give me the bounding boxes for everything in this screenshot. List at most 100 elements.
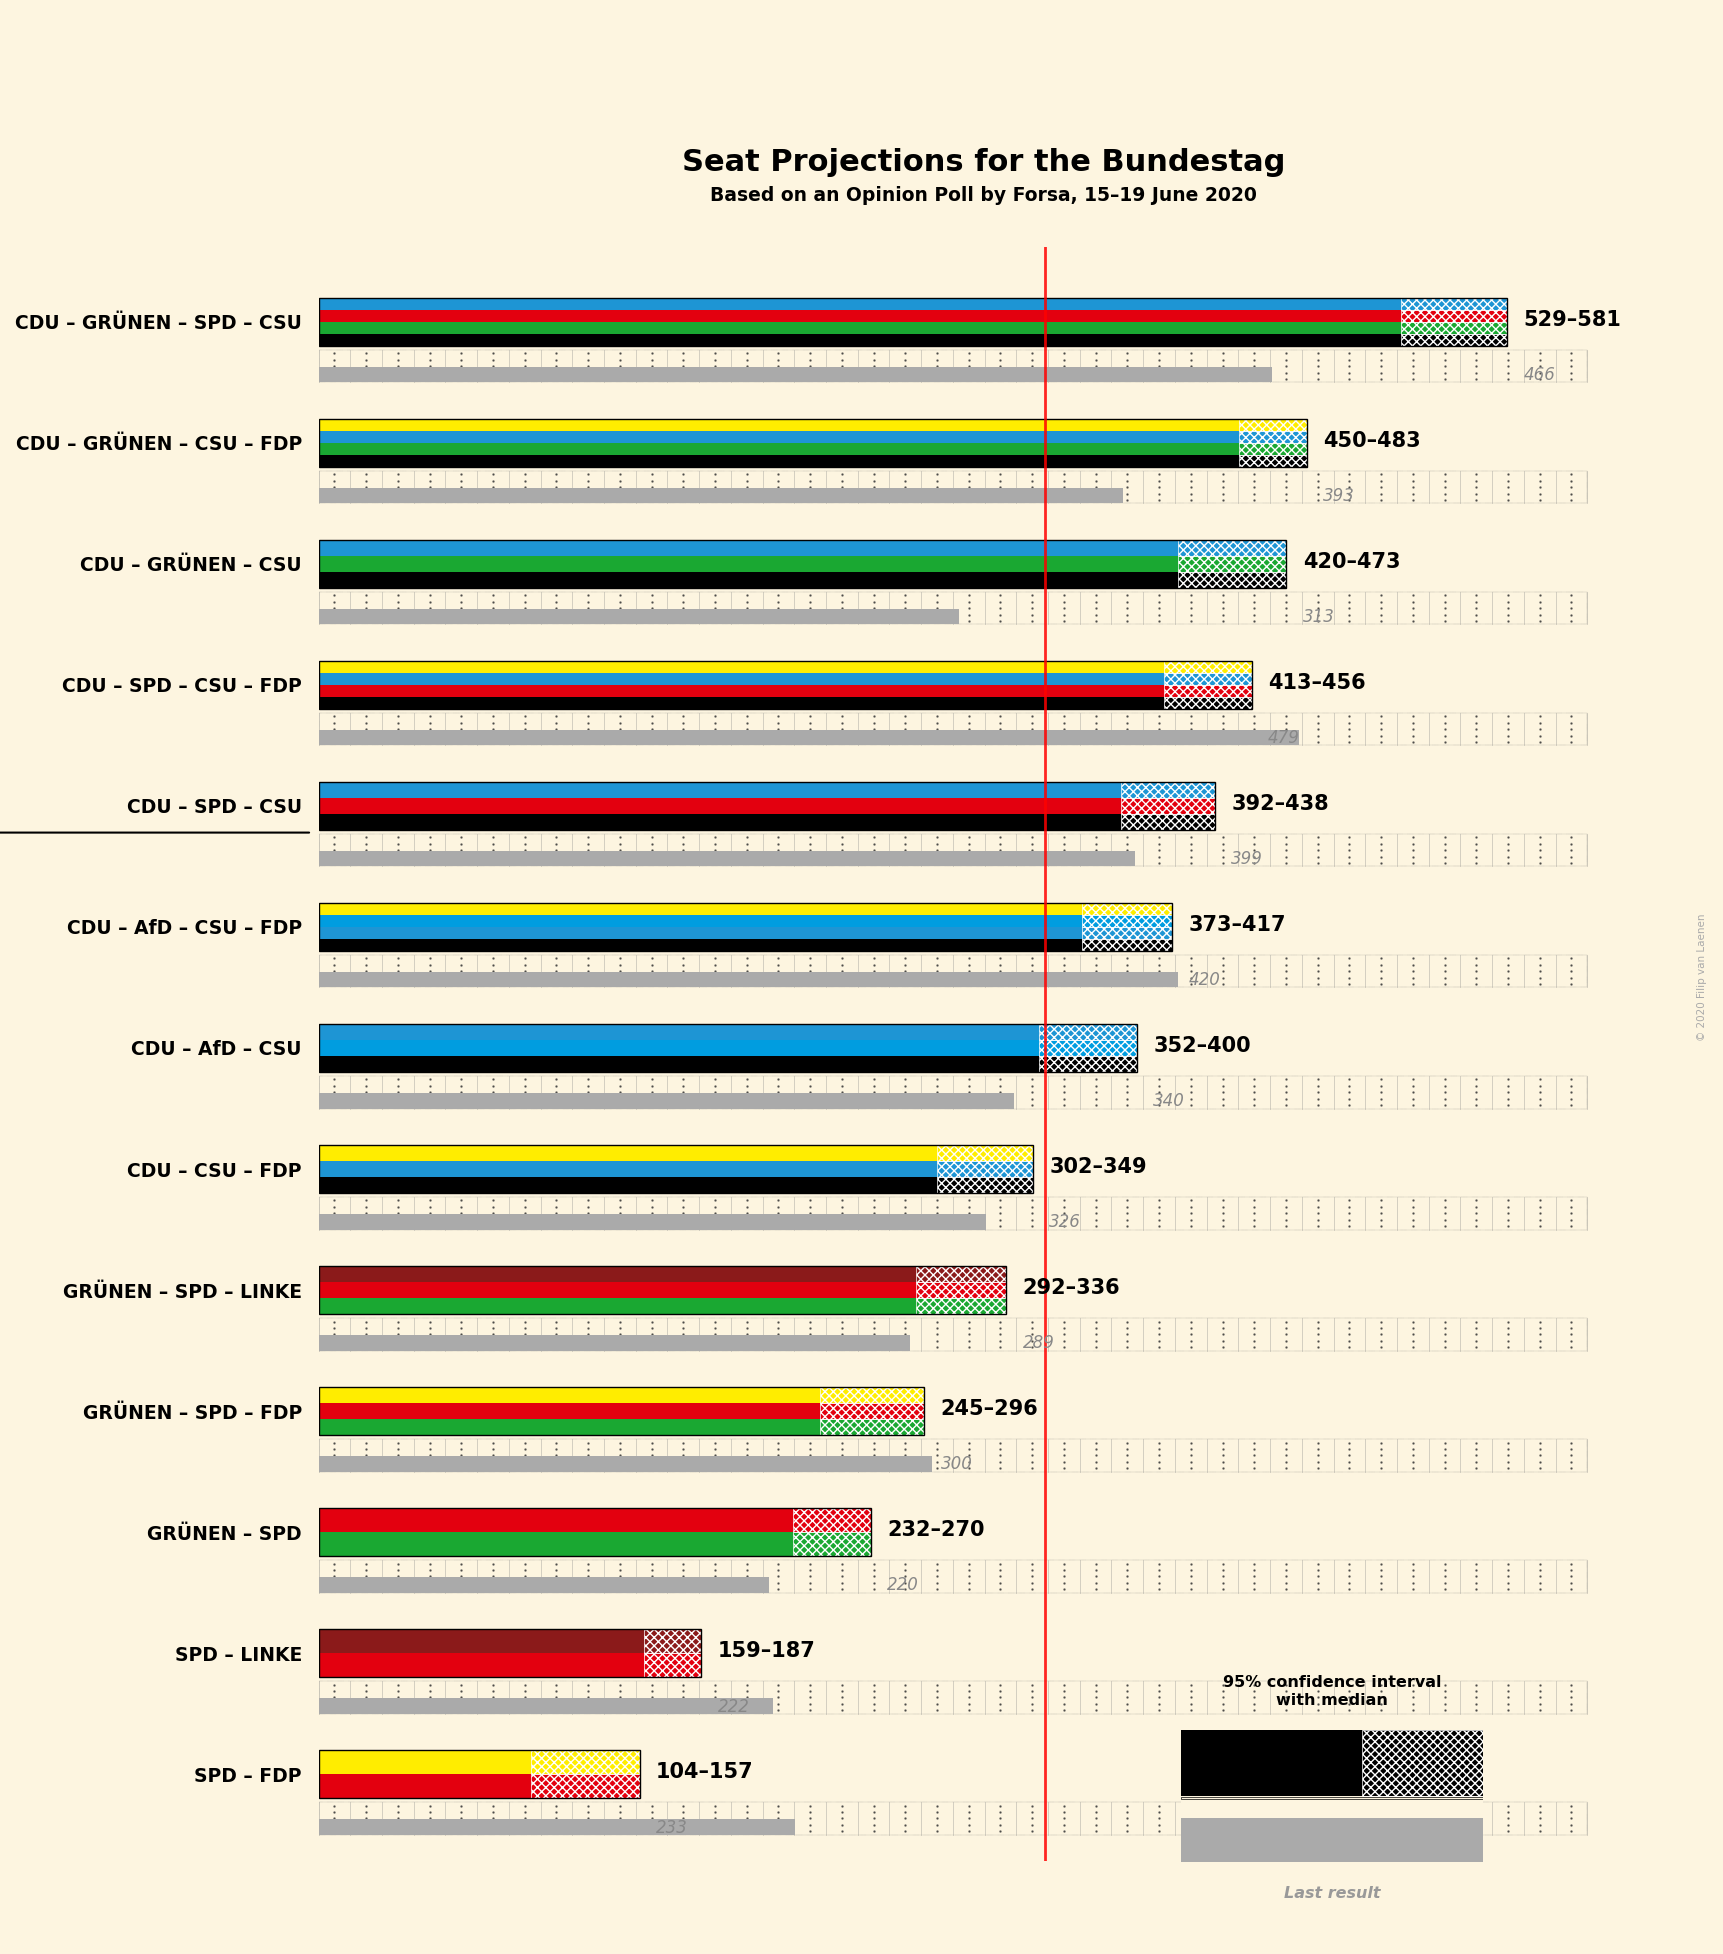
Bar xyxy=(319,1819,794,1835)
Title: Seat Projections for the Bundestag: Seat Projections for the Bundestag xyxy=(682,149,1285,178)
Bar xyxy=(1177,555,1285,573)
Text: 352–400: 352–400 xyxy=(1153,1036,1251,1055)
Bar xyxy=(1180,1798,1482,1800)
Bar xyxy=(319,1774,531,1798)
Text: 222: 222 xyxy=(717,1698,750,1716)
Bar xyxy=(319,471,1587,504)
Bar xyxy=(319,1198,1587,1229)
Bar xyxy=(1177,555,1285,573)
Bar xyxy=(319,471,1587,504)
Bar xyxy=(1120,815,1215,830)
Bar xyxy=(319,1561,1587,1593)
Bar xyxy=(1163,672,1251,686)
Text: 479: 479 xyxy=(1268,729,1299,746)
Text: 104–157: 104–157 xyxy=(656,1763,753,1782)
Bar xyxy=(319,782,1215,830)
Bar xyxy=(319,418,1239,430)
Bar xyxy=(1239,455,1306,467)
Bar xyxy=(319,334,1401,346)
Bar xyxy=(319,782,1120,797)
Text: © 2020 Filip van Laenen: © 2020 Filip van Laenen xyxy=(1695,913,1706,1041)
Bar xyxy=(1039,1024,1137,1040)
Text: 393: 393 xyxy=(1323,487,1354,506)
Bar xyxy=(319,686,1163,698)
Text: 245–296: 245–296 xyxy=(941,1399,1037,1419)
Bar xyxy=(319,1319,1587,1350)
Bar xyxy=(1401,322,1506,334)
Bar xyxy=(319,297,1506,346)
Bar xyxy=(1082,903,1172,914)
Bar xyxy=(319,592,1587,625)
Bar xyxy=(319,660,1251,709)
Bar xyxy=(319,1532,793,1555)
Bar xyxy=(319,1561,1587,1593)
Bar xyxy=(319,1024,1137,1073)
Text: 392–438: 392–438 xyxy=(1230,793,1328,815)
Bar xyxy=(643,1653,701,1677)
Bar xyxy=(319,1145,936,1161)
Text: 313: 313 xyxy=(1303,608,1334,627)
Bar xyxy=(1082,926,1172,940)
Bar xyxy=(319,815,1120,830)
Bar xyxy=(1163,698,1251,709)
Text: 413–456: 413–456 xyxy=(1268,672,1365,694)
Bar xyxy=(936,1176,1032,1194)
Bar xyxy=(936,1145,1032,1161)
Bar xyxy=(319,367,1272,383)
Bar xyxy=(319,731,1297,746)
Bar xyxy=(319,1561,1587,1593)
Bar xyxy=(1180,1817,1482,1862)
Bar xyxy=(319,430,1239,444)
Bar xyxy=(319,940,1082,952)
Bar xyxy=(1082,940,1172,952)
Bar xyxy=(319,1055,1039,1073)
Bar xyxy=(319,926,1082,940)
Bar xyxy=(319,1680,1587,1714)
Bar xyxy=(319,956,1587,987)
Bar xyxy=(319,350,1587,383)
Bar xyxy=(319,956,1587,987)
Bar xyxy=(319,1403,820,1419)
Bar xyxy=(1239,430,1306,444)
Bar xyxy=(319,1440,1587,1471)
Bar xyxy=(319,1819,794,1835)
Bar xyxy=(936,1161,1032,1176)
Bar xyxy=(319,1297,915,1315)
Bar xyxy=(936,1145,1032,1161)
Bar xyxy=(319,488,1122,504)
Bar xyxy=(319,1266,915,1282)
Bar xyxy=(319,971,1177,987)
Bar xyxy=(1039,1055,1137,1073)
Bar xyxy=(915,1297,1006,1315)
Bar xyxy=(820,1419,924,1436)
Bar xyxy=(319,1282,915,1297)
Bar xyxy=(820,1387,924,1403)
Bar xyxy=(319,1077,1587,1108)
Bar xyxy=(319,1077,1587,1108)
Bar xyxy=(319,471,1587,504)
Bar xyxy=(643,1630,701,1653)
Bar xyxy=(319,455,1239,467)
Bar xyxy=(319,573,1177,588)
Bar xyxy=(319,1802,1587,1835)
Bar xyxy=(643,1630,701,1653)
Bar xyxy=(1082,914,1172,926)
Bar xyxy=(531,1774,639,1798)
Bar xyxy=(319,555,1177,573)
Bar xyxy=(319,1751,531,1774)
Text: Based on an Opinion Poll by Forsa, 15–19 June 2020: Based on an Opinion Poll by Forsa, 15–19… xyxy=(710,186,1256,205)
Bar xyxy=(1082,926,1172,940)
Bar xyxy=(319,1751,639,1798)
Bar xyxy=(319,1266,1006,1315)
Bar xyxy=(319,350,1587,383)
Bar xyxy=(319,713,1587,746)
Bar xyxy=(1239,430,1306,444)
Bar xyxy=(319,1198,1587,1229)
Bar xyxy=(1239,418,1306,430)
Text: 95% confidence interval
with median: 95% confidence interval with median xyxy=(1222,1675,1440,1708)
Bar xyxy=(319,592,1587,625)
Bar xyxy=(1180,1731,1361,1796)
Bar xyxy=(1120,797,1215,815)
Bar xyxy=(319,1198,1587,1229)
Bar xyxy=(319,610,958,625)
